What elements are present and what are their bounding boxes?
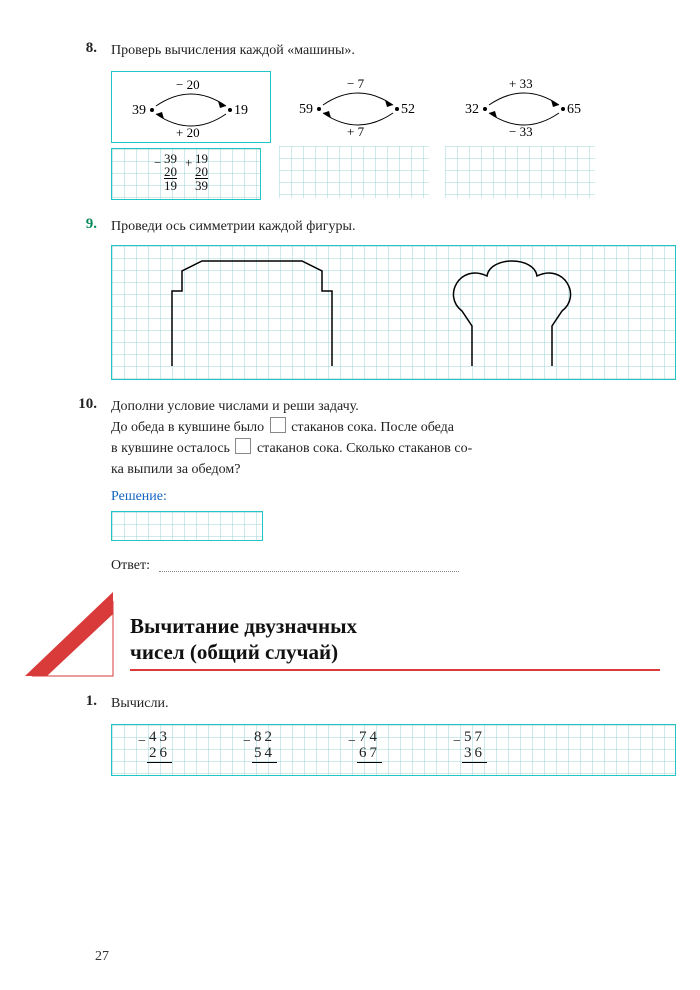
triangle-icon: УЗНАЁМ НОВОЕ bbox=[25, 592, 135, 682]
exercise-number: 10. bbox=[55, 396, 111, 576]
page-number: 27 bbox=[95, 949, 109, 965]
exercise-9: 9. Проведи ось симметрии каждой фигуры. bbox=[55, 216, 660, 380]
svg-text:+ 7: + 7 bbox=[347, 124, 365, 139]
exercise-body: Дополни условие числами и реши задачу. Д… bbox=[111, 396, 660, 576]
sub-problem-3: − 74 67 bbox=[357, 730, 382, 763]
symmetry-box bbox=[111, 245, 676, 380]
svg-text:32: 32 bbox=[465, 102, 479, 117]
answer-row: Ответ: bbox=[111, 555, 660, 576]
exercise-8: 8. Проверь вычисления каждой «машины». 3… bbox=[55, 40, 660, 200]
text-line: Дополни условие числами и реши задачу. bbox=[111, 396, 660, 417]
machine-diagram-1: 39 19 − 20 + 20 bbox=[112, 72, 270, 142]
badge-triangle: УЗНАЁМ НОВОЕ bbox=[25, 592, 120, 677]
section-title: Вычитание двузначных чисел (общий случай… bbox=[130, 613, 660, 678]
blank-box bbox=[235, 438, 251, 454]
machines-row: 39 19 − 20 + 20 bbox=[111, 71, 660, 200]
exercise-10: 10. Дополни условие числами и реши задач… bbox=[55, 396, 660, 576]
page: 8. Проверь вычисления каждой «машины». 3… bbox=[0, 0, 700, 990]
title-line1: Вычитание двузначных bbox=[130, 613, 660, 639]
sub-problem-1: − 43 26 bbox=[147, 730, 172, 763]
machine-diagram-3: 32 65 + 33 − 33 bbox=[445, 71, 603, 141]
exercise-body: Проведи ось симметрии каждой фигуры. bbox=[111, 216, 676, 380]
svg-text:+ 33: + 33 bbox=[509, 76, 533, 91]
exercise-number: 1. bbox=[55, 693, 111, 776]
text-line: До обеда в кувшине было стаканов сока. П… bbox=[111, 417, 660, 438]
column-calc-1b: + 19 20 39 bbox=[195, 152, 208, 199]
exercise-number: 8. bbox=[55, 40, 111, 200]
sub-problem-4: − 57 36 bbox=[462, 730, 487, 763]
text-line: в кувшине осталось стаканов сока. Скольк… bbox=[111, 438, 660, 459]
svg-text:59: 59 bbox=[299, 102, 313, 117]
text-line: ка выпили за обедом? bbox=[111, 459, 660, 480]
calc-grid-3 bbox=[445, 146, 595, 198]
solution-label: Решение: bbox=[111, 486, 660, 507]
svg-text:65: 65 bbox=[567, 102, 581, 117]
svg-text:39: 39 bbox=[132, 103, 146, 118]
exercise-body: Проверь вычисления каждой «машины». 39 1… bbox=[111, 40, 660, 200]
exercise-body: Вычисли. − 43 26 − 82 54 − 74 67 bbox=[111, 693, 676, 776]
svg-text:− 7: − 7 bbox=[347, 76, 365, 91]
machine-box-1: 39 19 − 20 + 20 bbox=[111, 71, 271, 143]
red-rule bbox=[130, 669, 660, 671]
answer-label: Ответ: bbox=[111, 558, 150, 573]
svg-text:− 20: − 20 bbox=[176, 77, 200, 92]
symmetry-shapes bbox=[112, 246, 676, 380]
svg-text:+ 20: + 20 bbox=[176, 125, 200, 140]
column-calc-1a: − 39 20 19 bbox=[164, 152, 177, 199]
exercise-text: Проверь вычисления каждой «машины». bbox=[111, 43, 355, 58]
exercise-1: 1. Вычисли. − 43 26 − 82 54 − 74 67 bbox=[55, 693, 660, 776]
svg-text:− 33: − 33 bbox=[509, 124, 533, 139]
title-line2: чисел (общий случай) bbox=[130, 639, 660, 665]
answer-line bbox=[159, 559, 459, 572]
subtraction-row: − 43 26 − 82 54 − 74 67 − 57 36 bbox=[111, 724, 676, 776]
svg-text:52: 52 bbox=[401, 102, 415, 117]
section-header: УЗНАЁМ НОВОЕ Вычитание двузначных чисел … bbox=[55, 592, 660, 677]
calc-grid-2 bbox=[279, 146, 429, 198]
solution-row bbox=[111, 511, 263, 541]
machine-panel-2: 59 52 − 7 + 7 bbox=[279, 71, 437, 200]
machine-panel-3: 32 65 + 33 − 33 bbox=[445, 71, 603, 200]
exercise-number: 9. bbox=[55, 216, 111, 380]
svg-text:19: 19 bbox=[234, 103, 248, 118]
machine-diagram-2: 59 52 − 7 + 7 bbox=[279, 71, 437, 141]
machine-panel-1: 39 19 − 20 + 20 bbox=[111, 71, 271, 200]
exercise-text: Проведи ось симметрии каждой фигуры. bbox=[111, 219, 355, 234]
sub-problem-2: − 82 54 bbox=[252, 730, 277, 763]
exercise-text: Вычисли. bbox=[111, 696, 168, 711]
calc-box-1: − 39 20 19 + 19 20 39 bbox=[111, 148, 261, 200]
blank-box bbox=[270, 417, 286, 433]
